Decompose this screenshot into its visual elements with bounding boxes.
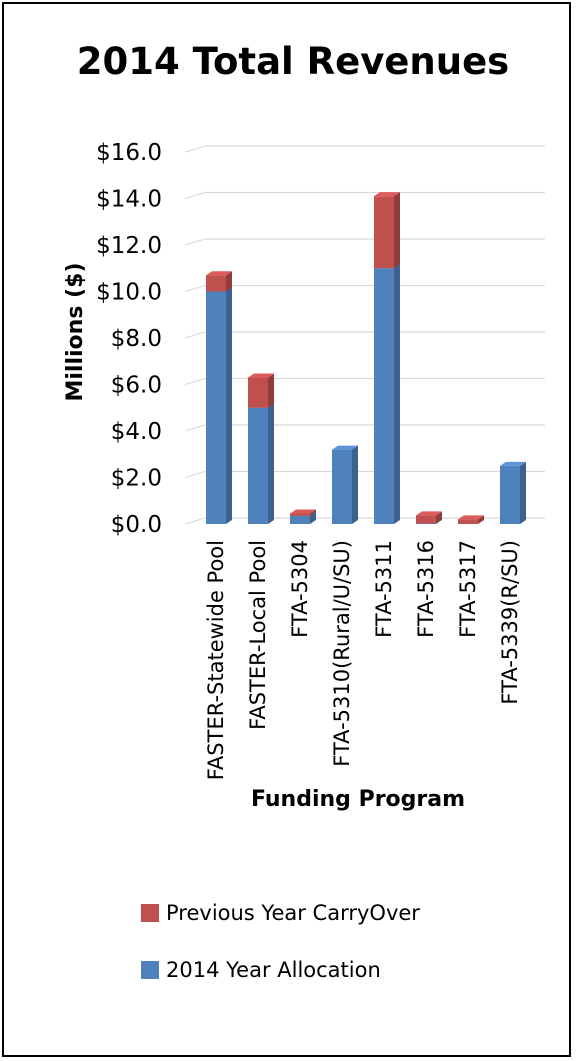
y-tick-label: $14.0 — [96, 187, 162, 213]
x-axis-categories: FASTER-Statewide Pool FASTER-Local Pool FT… — [204, 540, 522, 780]
gridline-depth — [184, 471, 206, 478]
x-tick-label: FTA-5304 — [288, 540, 312, 638]
bar-segment — [374, 264, 400, 524]
bar-segment — [248, 373, 274, 408]
y-tick-label: $2.0 — [111, 466, 162, 492]
gridline-depth — [184, 238, 206, 246]
bar-segment — [248, 403, 274, 524]
y-tick-label: $6.0 — [111, 373, 162, 399]
y-tick-label: $12.0 — [96, 233, 162, 259]
x-tick-label: FTA-5317 — [456, 540, 480, 638]
gridline-depth — [184, 285, 206, 292]
x-tick-label: FASTER-Local Pool — [246, 540, 270, 730]
bars — [206, 192, 526, 525]
x-tick-label: FTA-5316 — [414, 540, 438, 638]
legend: Previous Year CarryOver 2014 Year Allocat… — [141, 901, 420, 982]
bar-segment — [206, 287, 232, 524]
gridlines — [184, 145, 545, 525]
chart-title: 2014 Total Revenues — [77, 40, 509, 83]
y-tick-label: $0.0 — [111, 512, 162, 538]
y-tick-label: $4.0 — [111, 419, 162, 445]
legend-label: Previous Year CarryOver — [166, 901, 420, 925]
legend-label: 2014 Year Allocation — [166, 958, 381, 982]
bar-segment — [290, 509, 316, 516]
bar-segment — [332, 445, 358, 524]
y-tick-label: $10.0 — [96, 280, 162, 306]
bar-segment — [416, 511, 442, 524]
bar-segment — [206, 271, 232, 292]
x-tick-label: FTA-5310(Rural/U/SU) — [330, 540, 354, 767]
gridline-depth — [184, 424, 206, 432]
x-tick-label: FTA-5311 — [372, 540, 396, 638]
gridline-depth — [184, 145, 206, 153]
gridline-depth — [184, 517, 206, 525]
y-axis-title: Millions ($) — [63, 262, 88, 401]
y-tick-label: $16.0 — [96, 140, 162, 166]
gridline-depth — [184, 331, 206, 339]
gridline-depth — [184, 192, 206, 199]
gridline-depth — [184, 378, 206, 385]
y-axis-ticks: $0.0 $2.0 $4.0 $6.0 $8.0 $10.0 $12.0 $14.0 $16.0 — [96, 140, 162, 538]
x-tick-label: FASTER-Statewide Pool — [204, 540, 228, 780]
y-tick-label: $8.0 — [111, 326, 162, 352]
bar-segment — [500, 461, 526, 524]
bar-segment — [458, 515, 484, 524]
x-tick-label: FTA-5339(R/SU) — [498, 540, 522, 705]
legend-swatch — [141, 961, 159, 979]
legend-swatch — [141, 904, 159, 922]
bar-segment — [374, 192, 400, 269]
x-axis-title: Funding Program — [251, 787, 465, 812]
